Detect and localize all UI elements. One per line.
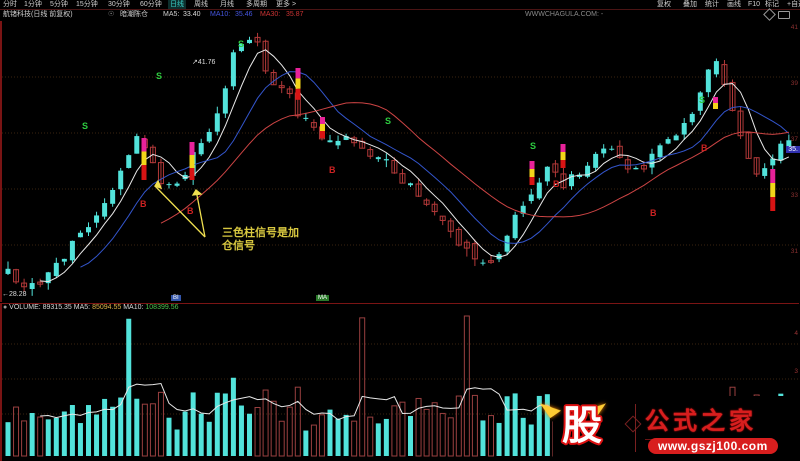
svg-text:股: 股 — [562, 404, 602, 448]
